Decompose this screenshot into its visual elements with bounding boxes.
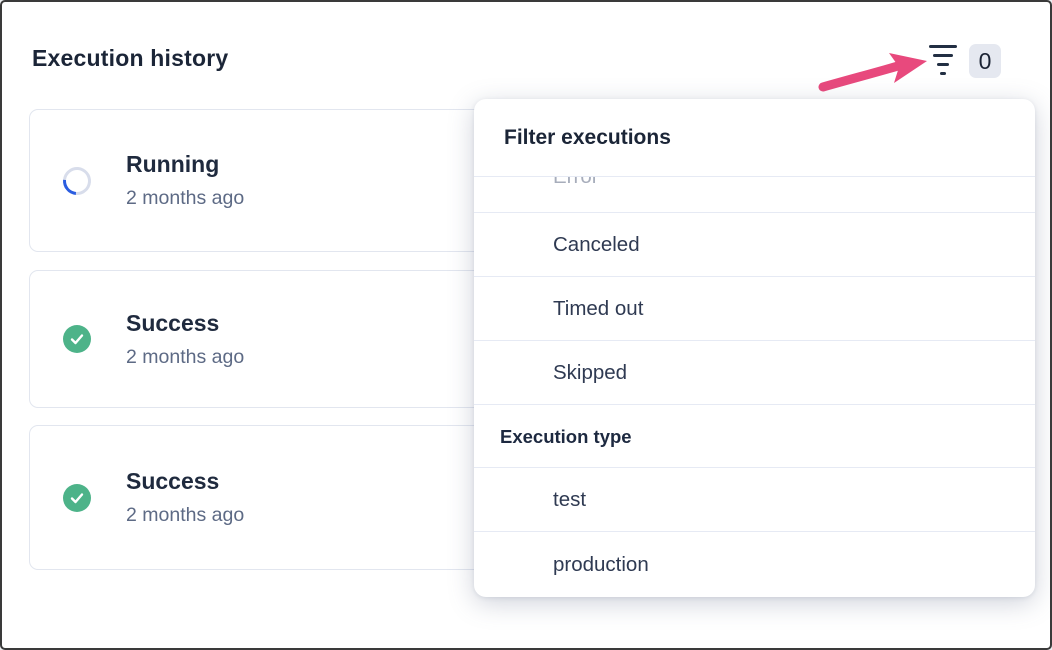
filter-button[interactable] bbox=[926, 43, 960, 77]
execution-time: 2 months ago bbox=[126, 187, 245, 209]
execution-time: 2 months ago bbox=[126, 504, 245, 526]
execution-status: Success bbox=[126, 468, 220, 494]
execution-status: Success bbox=[126, 309, 220, 336]
success-check-icon bbox=[63, 325, 91, 353]
filter-option-canceled[interactable]: Canceled bbox=[474, 213, 1035, 277]
spinner-icon bbox=[57, 160, 97, 201]
success-check-icon bbox=[63, 483, 91, 512]
execution-type-section-header: Execution type bbox=[474, 405, 1035, 468]
page-title: Execution history bbox=[32, 45, 229, 71]
filter-dropdown-title: Filter executions bbox=[474, 99, 1035, 177]
filter-option-error[interactable]: Error bbox=[474, 177, 1035, 213]
filter-dropdown: Filter executions Error Canceled Timed o… bbox=[474, 99, 1035, 597]
filter-option-skipped[interactable]: Skipped bbox=[474, 341, 1035, 405]
filter-count-badge: 0 bbox=[969, 44, 1001, 78]
annotation-arrow-icon bbox=[818, 53, 927, 92]
execution-time: 2 months ago bbox=[126, 345, 245, 368]
filter-option-production[interactable]: production bbox=[553, 553, 649, 576]
filter-option-test[interactable]: test bbox=[474, 468, 1035, 532]
filter-option-timed-out[interactable]: Timed out bbox=[474, 277, 1035, 341]
filter-type-list: test production bbox=[474, 468, 1035, 597]
filter-status-list: Error Canceled Timed out Skipped bbox=[474, 177, 1035, 405]
execution-status: Running bbox=[126, 151, 220, 177]
